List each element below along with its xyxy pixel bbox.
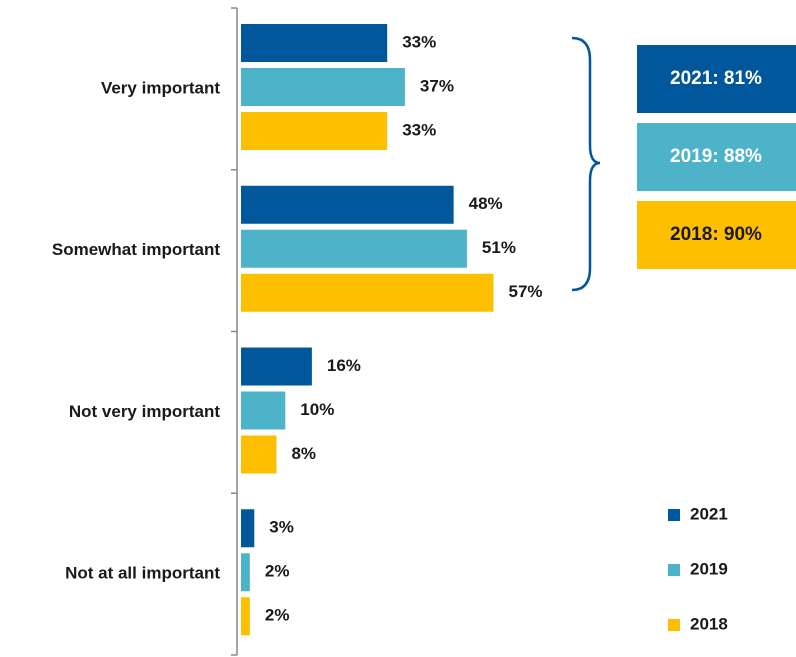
legend-swatch xyxy=(668,619,680,631)
summary-text: 2021: 81% xyxy=(670,68,762,89)
bar xyxy=(241,229,467,268)
bar xyxy=(241,553,250,592)
value-label: 2% xyxy=(265,606,290,625)
summary-text: 2018: 90% xyxy=(670,224,762,245)
bar xyxy=(241,273,494,312)
legend-label: 2019 xyxy=(690,559,728,578)
bar xyxy=(241,24,388,62)
category-label: Somewhat important xyxy=(52,240,220,259)
bar xyxy=(241,597,250,636)
category-label: Very important xyxy=(101,78,220,97)
legend-swatch xyxy=(668,564,680,576)
summary-box xyxy=(637,45,796,113)
value-label: 33% xyxy=(402,32,436,51)
value-label: 8% xyxy=(291,444,316,463)
value-label: 10% xyxy=(300,400,334,419)
value-label: 2% xyxy=(265,562,290,581)
bar xyxy=(241,68,405,106)
summary-box xyxy=(637,201,796,269)
bracket xyxy=(571,36,601,292)
value-label: 57% xyxy=(509,282,543,301)
summary-box xyxy=(637,123,796,191)
bar xyxy=(241,509,255,548)
legend-swatch xyxy=(668,509,680,521)
value-label: 33% xyxy=(402,120,436,139)
bar xyxy=(241,185,454,224)
bar xyxy=(241,347,312,386)
category-label: Not at all important xyxy=(65,564,220,583)
bar xyxy=(241,435,277,474)
bar xyxy=(241,391,286,430)
value-label: 37% xyxy=(420,76,454,95)
legend-label: 2018 xyxy=(690,614,728,633)
category-label: Not very important xyxy=(69,402,220,421)
bar xyxy=(241,112,388,150)
value-label: 16% xyxy=(327,356,361,375)
value-label: 48% xyxy=(469,194,503,213)
value-label: 3% xyxy=(269,518,294,537)
legend-label: 2021 xyxy=(690,504,728,523)
value-label: 51% xyxy=(482,238,516,257)
summary-text: 2019: 88% xyxy=(670,146,762,167)
